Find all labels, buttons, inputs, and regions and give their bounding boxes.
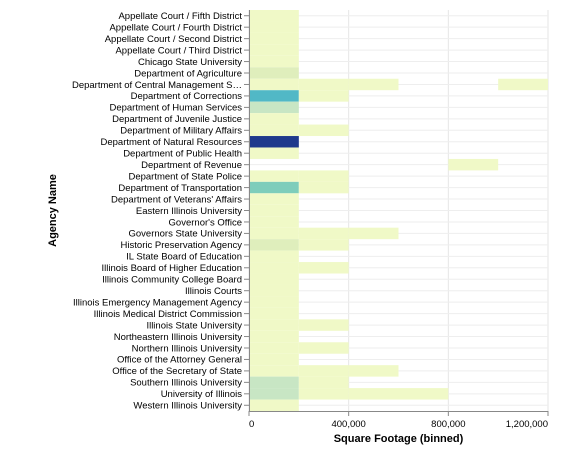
y-tick-label: Department of Human Services xyxy=(109,103,242,114)
heatmap-cell xyxy=(498,78,548,91)
heatmap-cell xyxy=(298,319,349,331)
heatmap-cell xyxy=(249,216,299,228)
heatmap-cell xyxy=(249,78,299,91)
y-tick-label: Appellate Court / Second District xyxy=(105,34,243,45)
heatmap-cell xyxy=(249,330,299,343)
heatmap-cell xyxy=(348,227,399,240)
y-tick-label: Illinois Emergency Management Agency xyxy=(73,297,242,308)
heatmap-cell xyxy=(298,376,349,389)
heatmap-cell xyxy=(249,262,299,274)
y-tick-label: Department of Public Health xyxy=(123,149,242,160)
heatmap-cell xyxy=(249,227,299,240)
heatmap-cell xyxy=(249,296,299,308)
x-tick-label: 400,000 xyxy=(331,419,365,430)
y-tick-label: Department of Revenue xyxy=(141,160,242,171)
heatmap-cell xyxy=(249,319,299,331)
y-tick-label: Illinois State University xyxy=(146,320,242,331)
x-axis-title: Square Footage (binned) xyxy=(334,433,464,445)
heatmap-cell xyxy=(249,90,299,102)
y-tick-label: Department of Veterans' Affairs xyxy=(111,194,242,205)
y-tick-label: Illinois Board of Higher Education xyxy=(102,263,242,274)
y-tick-label: Department of State Police xyxy=(128,171,242,182)
y-tick-label: Office of the Secretary of State xyxy=(112,366,242,377)
heatmap-cell xyxy=(249,124,299,137)
y-tick-label: Northeastern Illinois University xyxy=(114,332,243,343)
heatmap-cell xyxy=(249,101,299,114)
heatmap-cell xyxy=(249,376,299,389)
heatmap-cell xyxy=(298,170,349,182)
heatmap-cell xyxy=(249,113,299,125)
heatmap-cell xyxy=(298,388,349,400)
y-tick-label: Governors State University xyxy=(128,229,242,240)
y-tick-label: Illinois Medical District Commission xyxy=(94,309,242,320)
heatmap-cell xyxy=(249,250,299,263)
heatmap-cell xyxy=(298,181,349,194)
y-tick-label: Illinois Community College Board xyxy=(102,275,242,286)
heatmap-cell xyxy=(249,204,299,217)
y-tick-label: Northern Illinois University xyxy=(132,343,243,354)
y-tick-label: Southern Illinois University xyxy=(130,378,242,389)
y-tick-label: Department of Corrections xyxy=(131,91,243,102)
heatmap-cell xyxy=(298,124,349,137)
heatmap-cell xyxy=(348,365,399,377)
heatmap-cell xyxy=(249,239,299,251)
heatmap-cell xyxy=(249,170,299,182)
heatmap-cell xyxy=(249,342,299,354)
heatmap-cell xyxy=(249,55,299,68)
heatmap-cell xyxy=(249,44,299,56)
heatmap-cell xyxy=(249,193,299,205)
heatmap-cell xyxy=(249,307,299,320)
x-tick-label: 0 xyxy=(249,419,254,430)
heatmap-cell xyxy=(348,78,399,91)
x-tick-label: 800,000 xyxy=(431,419,465,430)
heatmap-cell xyxy=(249,388,299,400)
y-tick-label: Department of Agriculture xyxy=(134,68,242,79)
y-tick-label: Illinois Courts xyxy=(185,286,242,297)
y-tick-label: Office of the Attorney General xyxy=(117,355,242,366)
y-tick-label: Appellate Court / Fifth District xyxy=(118,11,242,22)
y-tick-label: Department of Natural Resources xyxy=(100,137,242,148)
y-tick-label: Governor's Office xyxy=(169,217,242,228)
y-tick-label: Department of Juvenile Justice xyxy=(112,114,242,125)
heatmap-cell xyxy=(249,136,299,148)
x-tick-label: 1,200,000 xyxy=(506,419,548,430)
heatmap-cell xyxy=(298,342,349,354)
y-tick-label: Chicago State University xyxy=(138,57,242,68)
heatmap-cell xyxy=(298,227,349,240)
axis-layer: Appellate Court / Fifth DistrictAppellat… xyxy=(72,10,549,430)
heatmap-cell xyxy=(298,78,349,91)
y-tick-label: Appellate Court / Third District xyxy=(115,45,242,56)
heatmap-cell xyxy=(298,365,349,377)
y-tick-label: Appellate Court / Fourth District xyxy=(109,22,242,33)
heatmap-cell xyxy=(249,399,299,411)
y-tick-label: Department of Transportation xyxy=(118,183,242,194)
heatmap-cell xyxy=(298,239,349,251)
heatmap-cell xyxy=(249,284,299,297)
heatmap-cell xyxy=(249,353,299,366)
heatmap-cell xyxy=(448,158,499,171)
heatmap-cell xyxy=(249,67,299,79)
y-tick-label: Eastern Illinois University xyxy=(136,206,242,217)
heatmap-cell xyxy=(249,32,299,45)
y-tick-label: Historic Preservation Agency xyxy=(121,240,243,251)
y-tick-label: Department of Central Management S… xyxy=(72,80,242,91)
y-tick-label: University of Illinois xyxy=(161,389,243,400)
heatmap-cell xyxy=(249,147,299,159)
y-tick-label: Western Illinois University xyxy=(133,401,242,412)
cells-layer xyxy=(249,10,548,411)
heatmap-cell xyxy=(298,262,349,274)
heatmap-cell xyxy=(249,10,299,22)
heatmap-cell xyxy=(249,273,299,285)
y-axis-title: Agency Name xyxy=(47,174,59,247)
heatmap-cell xyxy=(249,21,299,33)
y-tick-label: IL State Board of Education xyxy=(126,252,242,263)
heatmap-cell xyxy=(348,388,449,400)
heatmap-cell xyxy=(298,90,349,102)
y-tick-label: Department of Military Affairs xyxy=(120,126,242,137)
heatmap-cell xyxy=(249,365,299,377)
heatmap-cell xyxy=(249,181,299,194)
